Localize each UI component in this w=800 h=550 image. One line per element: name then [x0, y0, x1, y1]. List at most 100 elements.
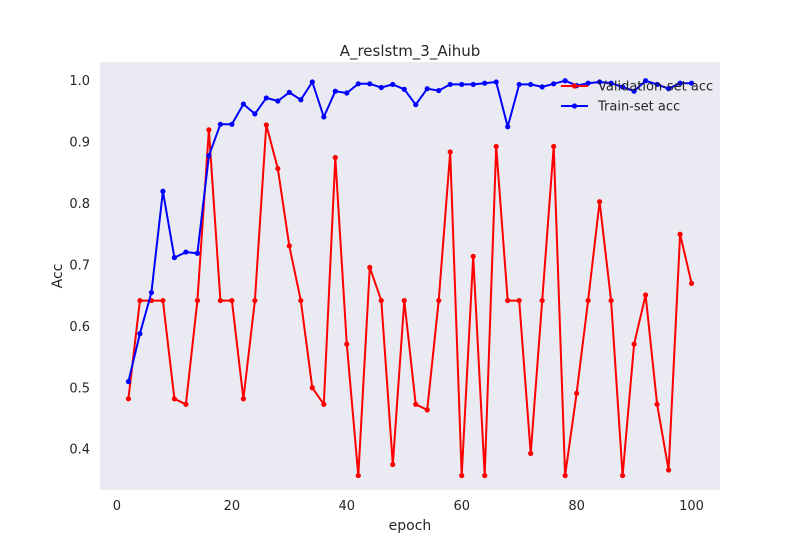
data-point-validation — [597, 199, 603, 205]
data-point-validation — [240, 396, 246, 402]
data-point-validation — [585, 297, 591, 304]
data-point-validation — [332, 154, 338, 161]
y-tick-label: 0.5 — [69, 381, 90, 396]
data-point-validation — [171, 396, 178, 402]
x-tick-label: 80 — [568, 499, 585, 514]
x-axis-ticks: 0 20 40 60 80 100 — [113, 499, 704, 514]
y-tick-label: 1.0 — [69, 74, 90, 89]
data-point-validation — [309, 385, 315, 391]
x-tick-label: 40 — [339, 499, 356, 514]
data-point-train — [585, 80, 591, 86]
data-point-validation — [367, 264, 373, 271]
data-point-validation — [413, 401, 419, 407]
chart-title: A_reslstm_3_Aihub — [340, 42, 481, 61]
data-point-validation — [298, 297, 304, 304]
data-point-validation — [654, 401, 660, 407]
y-axis-ticks: 0.4 0.5 0.6 0.7 0.8 0.9 1.0 — [69, 74, 90, 457]
data-point-validation — [493, 143, 499, 150]
data-point-train — [298, 97, 304, 103]
data-point-train — [539, 84, 545, 90]
data-point-validation — [424, 407, 430, 413]
data-point-train — [240, 101, 246, 107]
legend-label-train: Train-set acc — [597, 100, 680, 115]
x-tick-label: 20 — [224, 499, 241, 514]
y-tick-label: 0.6 — [69, 320, 90, 335]
legend: Validation-set acc Train-set acc — [561, 80, 713, 115]
data-point-train — [390, 81, 396, 88]
y-tick-label: 0.9 — [69, 136, 90, 151]
series-train — [125, 78, 695, 385]
data-point-train — [642, 78, 649, 84]
data-point-validation — [677, 231, 683, 237]
data-point-train — [620, 84, 626, 90]
data-point-validation — [505, 297, 511, 304]
y-tick-label: 0.4 — [69, 443, 90, 458]
data-point-validation — [229, 297, 235, 304]
data-point-train — [401, 86, 407, 92]
y-axis-label: Acc — [50, 264, 66, 289]
x-tick-label: 0 — [113, 499, 121, 514]
data-point-train — [516, 81, 522, 88]
data-point-train — [125, 379, 132, 385]
data-point-validation — [378, 297, 384, 304]
data-point-validation — [539, 297, 545, 304]
plot-area — [100, 62, 720, 490]
data-point-train — [344, 90, 350, 96]
data-point-train — [436, 87, 442, 94]
data-point-validation — [688, 280, 695, 286]
data-point-validation — [516, 297, 522, 304]
data-point-train — [470, 81, 476, 88]
data-point-train — [677, 80, 683, 86]
data-point-train — [171, 254, 178, 261]
data-point-train — [206, 153, 212, 159]
series-layer — [125, 78, 695, 479]
data-point-validation — [665, 467, 672, 473]
data-point-validation — [344, 341, 350, 347]
data-point-train — [631, 88, 637, 94]
data-point-validation — [459, 472, 465, 479]
data-point-train — [482, 80, 488, 86]
data-point-train — [551, 81, 557, 87]
data-point-validation — [390, 461, 396, 468]
data-point-validation — [252, 297, 258, 304]
data-point-validation — [631, 341, 637, 347]
legend-marker-validation — [571, 83, 578, 89]
data-point-train — [263, 95, 269, 101]
data-point-validation — [125, 396, 132, 402]
data-point-train — [229, 121, 235, 127]
data-point-validation — [275, 165, 281, 172]
legend-marker-train — [571, 103, 578, 109]
data-point-train — [459, 81, 465, 88]
data-point-train — [137, 331, 143, 337]
data-point-train — [413, 102, 419, 108]
data-point-validation — [401, 297, 407, 304]
data-point-validation — [574, 390, 580, 396]
data-point-train — [608, 80, 614, 86]
data-point-train — [367, 81, 373, 87]
legend-label-validation: Validation-set acc — [598, 80, 713, 95]
data-point-validation — [217, 297, 223, 304]
data-point-train — [424, 86, 430, 92]
data-point-train — [252, 111, 258, 117]
data-point-validation — [470, 253, 476, 259]
data-point-train — [654, 81, 660, 88]
data-point-validation — [194, 297, 200, 304]
data-point-train — [286, 89, 292, 95]
data-point-train — [217, 121, 223, 127]
data-point-validation — [355, 472, 361, 479]
data-point-validation — [183, 401, 189, 407]
data-point-train — [160, 188, 166, 194]
data-point-train — [665, 86, 672, 92]
legend-item-validation: Validation-set acc — [561, 80, 713, 95]
data-point-validation — [620, 472, 626, 479]
data-point-validation — [447, 149, 453, 155]
data-point-train — [562, 78, 568, 84]
data-point-validation — [608, 297, 614, 304]
data-point-train — [688, 80, 695, 86]
data-point-validation — [206, 127, 212, 133]
data-point-validation — [263, 122, 269, 128]
y-tick-label: 0.7 — [69, 258, 90, 273]
x-axis-label: epoch — [389, 518, 432, 534]
